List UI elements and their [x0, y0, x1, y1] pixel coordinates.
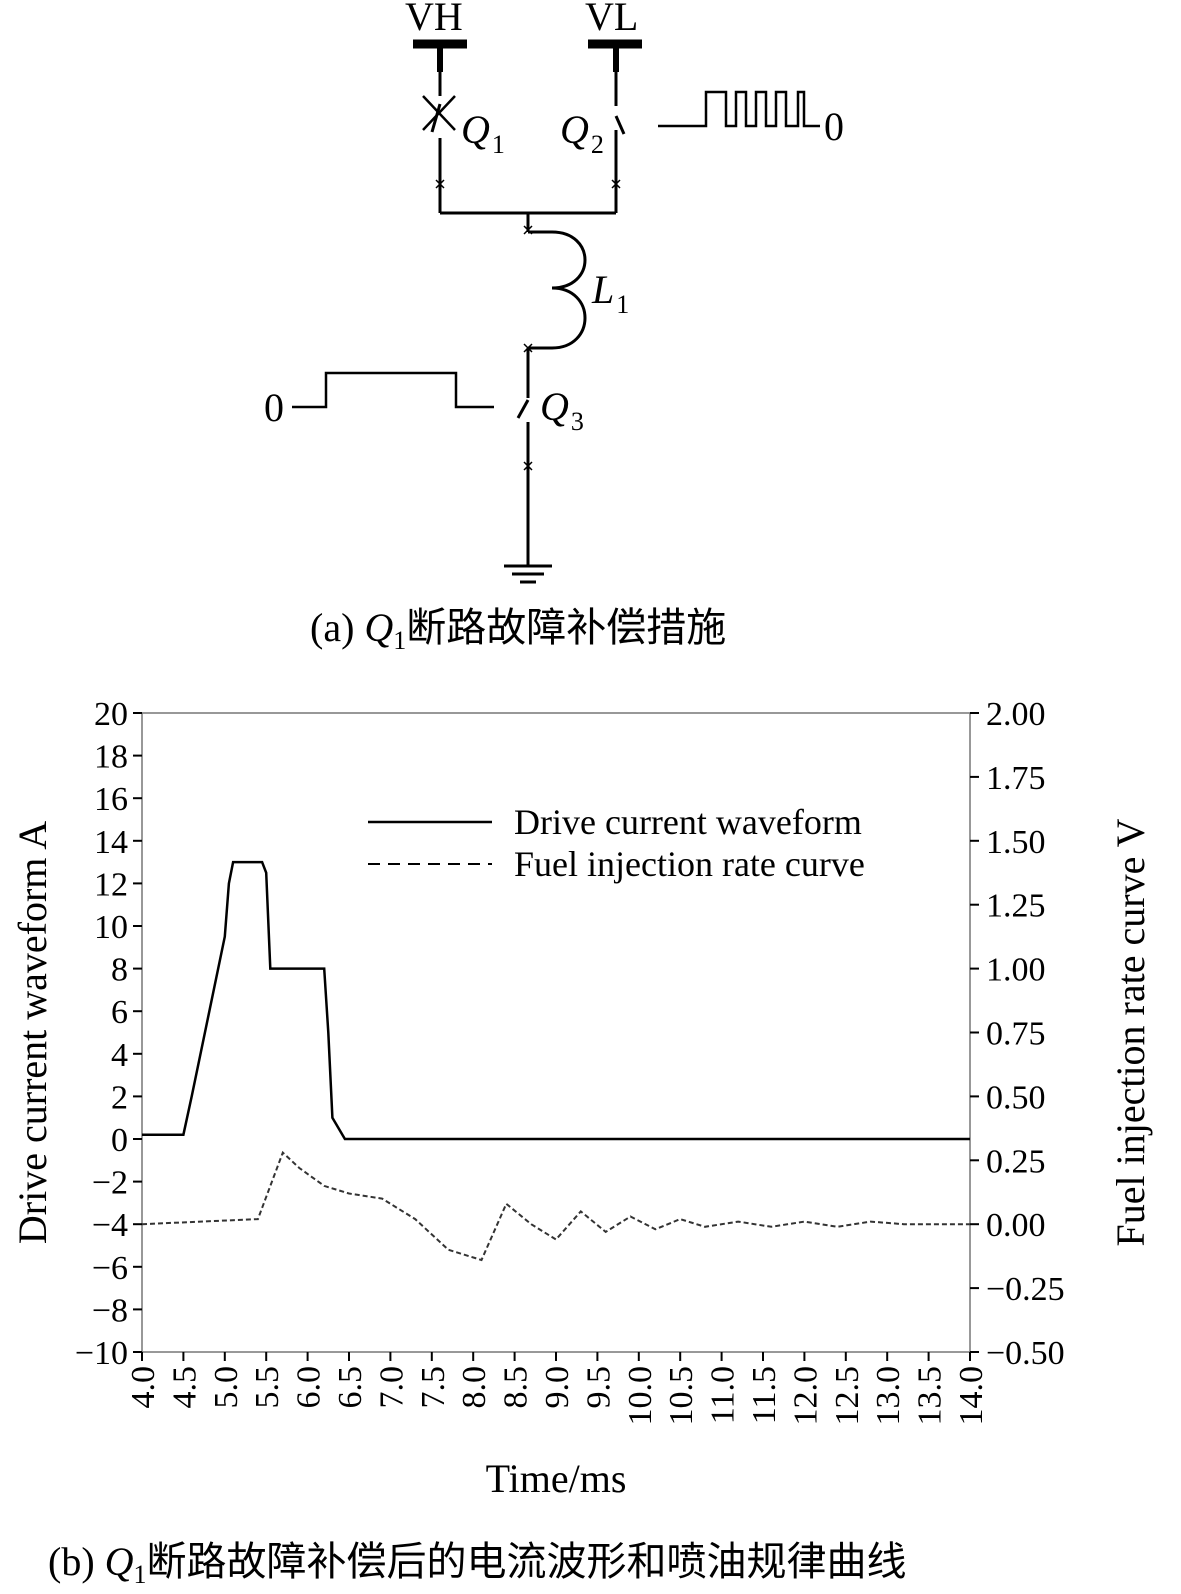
- vl-label: VL: [585, 0, 638, 39]
- circuit-diagram: [292, 39, 820, 584]
- chart-b: 20181614121086420−2−4−6−8−102.001.751.50…: [10, 696, 1153, 1501]
- circuit-node-marks: [435, 179, 621, 471]
- y2-tick-label: 2.00: [986, 696, 1046, 733]
- q1-fault-cross-b: [422, 95, 456, 131]
- y-tick-label: −4: [92, 1207, 128, 1244]
- y2-tick-label: 1.25: [986, 888, 1046, 925]
- q3-drive-pulse: [292, 371, 494, 409]
- inductor-l1-coil: [528, 230, 587, 350]
- caption-a: (a) Q1断路故障补偿措施: [310, 605, 726, 655]
- series-fuel-injection-line: [141, 1150, 970, 1262]
- x-tick-label: 8.5: [498, 1366, 535, 1409]
- y-tick-label: −6: [92, 1250, 128, 1287]
- y-tick-label: 2: [111, 1079, 128, 1116]
- y-tick-label: 10: [94, 909, 128, 946]
- x-tick-label: 6.0: [291, 1366, 328, 1409]
- x-tick-label: 10.5: [663, 1366, 700, 1426]
- x-tick-label: 11.5: [746, 1366, 783, 1424]
- pulse-right-zero: 0: [824, 104, 844, 149]
- x-tick-label: 5.0: [208, 1366, 245, 1409]
- y2-tick-label: −0.25: [986, 1271, 1065, 1308]
- q3-blade: [516, 399, 530, 419]
- q2-drive-pulse: [658, 90, 820, 128]
- y-tick-label: −8: [92, 1292, 128, 1329]
- y-tick-label: 8: [111, 952, 128, 989]
- y2-tick-label: 0.75: [986, 1016, 1046, 1053]
- x-tick-label: 4.5: [166, 1366, 203, 1409]
- y-tick-label: 6: [111, 994, 128, 1031]
- x-tick-label: 5.5: [249, 1366, 286, 1409]
- x-tick-label: 4.0: [125, 1366, 162, 1409]
- y-tick-label: 18: [94, 739, 128, 776]
- y-tick-label: 4: [111, 1037, 128, 1074]
- legend-label-drive-current: Drive current waveform: [514, 802, 862, 842]
- caption-b: (b) Q1断路故障补偿后的电流波形和喷油规律曲线: [48, 1539, 907, 1589]
- q2-label: Q2: [560, 107, 604, 159]
- x-tick-label: 8.0: [456, 1366, 493, 1409]
- q1-label: Q1: [461, 107, 505, 159]
- x-tick-label: 12.0: [787, 1366, 824, 1426]
- x-tick-label: 7.0: [373, 1366, 410, 1409]
- x-tick-label: 10.0: [622, 1366, 659, 1426]
- y-tick-label: −10: [75, 1335, 128, 1372]
- y2-tick-label: −0.50: [986, 1335, 1065, 1372]
- x-tick-label: 9.0: [539, 1366, 576, 1409]
- x-axis-title: Time/ms: [486, 1456, 627, 1501]
- x-tick-label: 13.5: [912, 1366, 949, 1426]
- pulse-left-zero: 0: [264, 385, 284, 430]
- x-tick-label: 11.0: [705, 1366, 742, 1424]
- vh-label: VH: [405, 0, 463, 39]
- y2-tick-label: 0.00: [986, 1207, 1046, 1244]
- y2-tick-label: 1.50: [986, 824, 1046, 861]
- x-tick-label: 13.0: [870, 1366, 907, 1426]
- y2-tick-label: 1.00: [986, 952, 1046, 989]
- l1-label: L1: [591, 267, 629, 319]
- series-drive-current-line: [142, 860, 970, 1141]
- y2-axis-title: Fuel injection rate curve V: [1108, 818, 1153, 1246]
- x-tick-label: 12.5: [829, 1366, 866, 1426]
- y-tick-label: 16: [94, 781, 128, 818]
- q2-blade: [614, 115, 626, 135]
- y-axis-title: Drive current waveform A: [10, 821, 55, 1244]
- y-tick-label: −2: [92, 1165, 128, 1202]
- q3-label: Q3: [540, 384, 584, 436]
- y-tick-label: 0: [111, 1122, 128, 1159]
- y-tick-label: 14: [94, 824, 128, 861]
- y-tick-label: 12: [94, 866, 128, 903]
- x-tick-label: 7.5: [415, 1366, 452, 1409]
- y2-tick-label: 0.25: [986, 1143, 1046, 1180]
- x-tick-label: 6.5: [332, 1366, 369, 1409]
- y2-tick-label: 0.50: [986, 1079, 1046, 1116]
- x-tick-label: 9.5: [580, 1366, 617, 1409]
- legend-label-fuel-injection: Fuel injection rate curve: [514, 844, 865, 884]
- y-tick-label: 20: [94, 696, 128, 733]
- y2-tick-label: 1.75: [986, 760, 1046, 797]
- x-tick-label: 14.0: [953, 1366, 990, 1426]
